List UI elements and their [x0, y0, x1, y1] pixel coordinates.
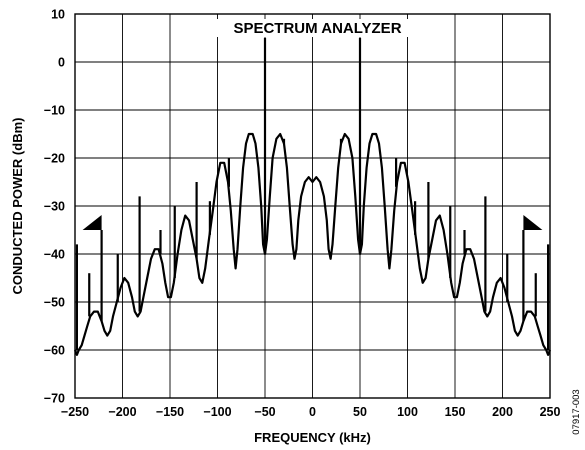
x-tick-label: 0 — [309, 405, 316, 419]
y-tick-label: −60 — [44, 344, 65, 358]
y-axis-title: CONDUCTED POWER (dBm) — [10, 118, 25, 295]
x-axis-title: FREQUENCY (kHz) — [254, 430, 371, 445]
x-tick-labels: −250 −200 −150 −100 −50 0 50 100 150 200 250 — [61, 405, 561, 419]
spectrum-trace-line — [73, 132, 552, 356]
y-tick-label: −20 — [44, 152, 65, 166]
chart-title: SPECTRUM ANALYZER — [233, 20, 401, 37]
y-tick-label: −50 — [44, 296, 65, 310]
x-tick-label: −50 — [254, 405, 275, 419]
x-tick-label: −200 — [108, 405, 136, 419]
x-tick-label: 50 — [353, 405, 367, 419]
x-tick-label: −100 — [203, 405, 231, 419]
flag-right-marker — [523, 215, 543, 230]
y-tick-label: 0 — [58, 56, 65, 70]
y-tick-labels: 10 0 −10 −20 −30 −40 −50 −60 −70 — [44, 8, 65, 406]
spectrum-trace-group — [73, 38, 552, 356]
chart-title-background — [204, 19, 431, 37]
grid-lines — [74, 13, 551, 399]
annotation-group — [82, 215, 543, 230]
x-tick-label: −250 — [61, 405, 89, 419]
x-tick-label: 200 — [492, 405, 513, 419]
plot-frame — [74, 13, 551, 399]
y-tick-label: 10 — [51, 8, 65, 22]
x-tick-label: 100 — [397, 405, 418, 419]
x-tick-label: 250 — [540, 405, 561, 419]
y-tick-label: −70 — [44, 392, 65, 406]
y-tick-label: −40 — [44, 248, 65, 262]
y-tick-label: −30 — [44, 200, 65, 214]
flag-left-marker — [82, 215, 102, 230]
x-tick-label: 150 — [445, 405, 466, 419]
x-tick-label: −150 — [156, 405, 184, 419]
figure-id: 07917-003 — [571, 389, 582, 434]
y-tick-label: −10 — [44, 104, 65, 118]
